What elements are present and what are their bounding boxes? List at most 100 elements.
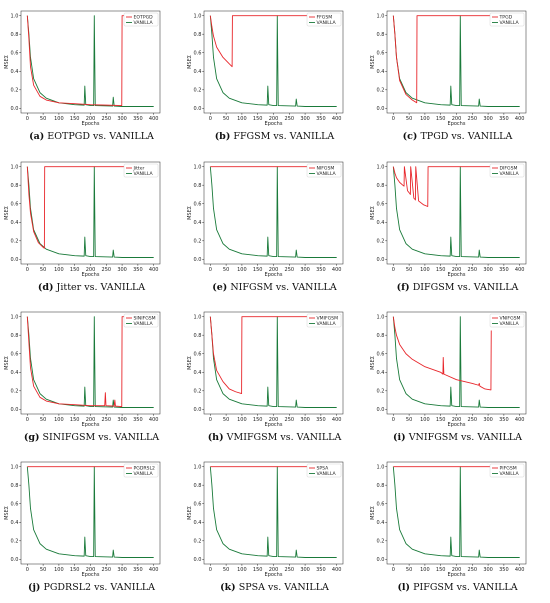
y-axis-label: MSEΣ [370, 55, 376, 69]
chart-svg: 0 50 100 150 200 250 300 350 400 0.0 0.2 0.4 0.6 0.8 1… [370, 461, 527, 578]
panel-caption-title: VMIFGSM vs. VANILLA [226, 432, 342, 443]
y-tick-label: 0.6 [193, 50, 201, 56]
x-tick-label: 200 [452, 116, 462, 122]
vanilla-series-line [209, 15, 337, 107]
legend-label: VANILLA [134, 471, 154, 477]
x-axis-label: Epochs [448, 572, 466, 578]
x-tick-label: 50 [40, 116, 46, 122]
legend-box [489, 12, 525, 27]
x-tick-label: 400 [515, 567, 525, 573]
x-axis-label: Epochs [448, 121, 466, 127]
y-tick-label: 0.8 [10, 483, 18, 489]
x-axis-label: Epochs [265, 422, 283, 428]
legend-label: VMIFGSM [317, 316, 339, 322]
x-tick-label: 200 [452, 567, 462, 573]
chart-svg: 0 50 100 150 200 250 300 350 400 0.0 0.2 0.4 0.6 0.8 1… [4, 461, 161, 578]
x-tick-label: 100 [420, 567, 430, 573]
y-tick-label: 0.0 [376, 257, 384, 263]
x-tick-label: 50 [406, 567, 412, 573]
panel-caption-title: TPGD vs. VANILLA [420, 131, 513, 142]
chart-panel: 0 50 100 150 200 250 300 350 400 0.0 0.2 0.4 0.6 0.8 1… [183, 153, 366, 303]
chart-panel: 0 50 100 150 200 250 300 350 400 0.0 0.2 0.4 0.6 0.8 1… [0, 153, 183, 303]
y-tick-label: 1.0 [10, 13, 18, 19]
plot-frame [386, 311, 527, 415]
y-tick-label: 0.0 [376, 557, 384, 563]
x-tick-label: 200 [86, 267, 96, 273]
panel-caption-title: NIFGSM vs. VANILLA [230, 282, 337, 293]
y-tick-label: 1.0 [10, 464, 18, 470]
y-tick-label: 0.2 [10, 539, 18, 545]
panel-caption-title: SINIFGSM vs. VANILLA [42, 432, 160, 443]
x-tick-label: 300 [300, 417, 310, 423]
y-axis-label: MSEΣ [4, 356, 10, 370]
x-tick-label: 250 [102, 567, 112, 573]
x-tick-label: 300 [117, 567, 127, 573]
panel-caption: (i) VNIFGSM vs. VANILLA [366, 432, 549, 443]
y-tick-label: 0.4 [376, 69, 384, 75]
x-tick-label: 100 [420, 267, 430, 273]
chart-panel: 0 50 100 150 200 250 300 350 400 0.0 0.2 0.4 0.6 0.8 1… [0, 453, 183, 603]
x-tick-label: 0 [26, 267, 29, 273]
chart-panel: 0 50 100 150 200 250 300 350 400 0.0 0.2 0.4 0.6 0.8 1… [366, 303, 549, 453]
y-tick-label: 0.8 [10, 333, 18, 339]
y-tick-label: 0.8 [376, 333, 384, 339]
y-tick-label: 0.2 [193, 239, 201, 245]
panel-caption-title: EOTPGD vs. VANILLA [47, 131, 154, 142]
y-tick-label: 0.8 [376, 32, 384, 38]
y-tick-label: 0.2 [193, 389, 201, 395]
legend-label: VANILLA [500, 471, 520, 477]
legend-label: TPGD [499, 15, 513, 21]
y-tick-label: 1.0 [376, 464, 384, 470]
legend-label: PGDRSL2 [134, 466, 156, 472]
x-axis-label: Epochs [82, 422, 100, 428]
vanilla-series-line [26, 316, 154, 408]
attack-series-line [26, 166, 154, 249]
y-tick-label: 0.4 [376, 520, 384, 526]
x-tick-label: 0 [392, 267, 395, 273]
chart-svg: 0 50 100 150 200 250 300 350 400 0.0 0.2 0.4 0.6 0.8 1… [4, 311, 161, 428]
x-axis-label: Epochs [265, 121, 283, 127]
x-tick-label: 0 [26, 567, 29, 573]
y-axis-label: MSEΣ [4, 55, 10, 69]
x-tick-label: 400 [332, 116, 342, 122]
x-axis-label: Epochs [265, 572, 283, 578]
x-tick-label: 100 [237, 267, 247, 273]
y-tick-label: 0.8 [10, 183, 18, 189]
chart-svg: 0 50 100 150 200 250 300 350 400 0.0 0.2 0.4 0.6 0.8 1… [187, 311, 344, 428]
x-tick-label: 100 [237, 567, 247, 573]
y-axis-label: MSEΣ [370, 506, 376, 520]
chart-svg: 0 50 100 150 200 250 300 350 400 0.0 0.2 0.4 0.6 0.8 1… [4, 10, 161, 127]
y-tick-label: 0.4 [193, 220, 201, 226]
x-tick-label: 150 [436, 417, 446, 423]
x-tick-label: 0 [209, 267, 212, 273]
y-axis-label: MSEΣ [187, 55, 193, 69]
x-tick-label: 0 [392, 567, 395, 573]
plot-frame [203, 10, 344, 114]
legend-label: VANILLA [317, 20, 337, 26]
panel-caption-label: (l) [397, 582, 411, 593]
legend-label: SINIFGSM [134, 316, 156, 322]
panel-caption-label: (j) [27, 582, 41, 593]
legend-box [306, 12, 342, 27]
y-tick-label: 1.0 [193, 464, 201, 470]
legend-box [123, 163, 159, 178]
panel-caption-label: (k) [220, 582, 236, 593]
x-tick-label: 100 [237, 116, 247, 122]
y-tick-label: 0.6 [193, 351, 201, 357]
x-tick-label: 300 [300, 567, 310, 573]
x-axis-label: Epochs [265, 272, 283, 278]
x-tick-label: 250 [285, 567, 295, 573]
y-tick-label: 0.4 [10, 69, 18, 75]
x-tick-label: 250 [285, 116, 295, 122]
plot-frame [203, 461, 344, 565]
y-tick-label: 0.0 [10, 106, 18, 112]
y-tick-label: 1.0 [10, 164, 18, 170]
panel-caption-label: (f) [396, 282, 410, 293]
y-tick-label: 0.6 [10, 501, 18, 507]
y-tick-label: 0.0 [193, 257, 201, 263]
x-axis-label: Epochs [82, 572, 100, 578]
plot-frame [203, 311, 344, 415]
legend-box [306, 313, 342, 328]
x-tick-label: 200 [86, 417, 96, 423]
